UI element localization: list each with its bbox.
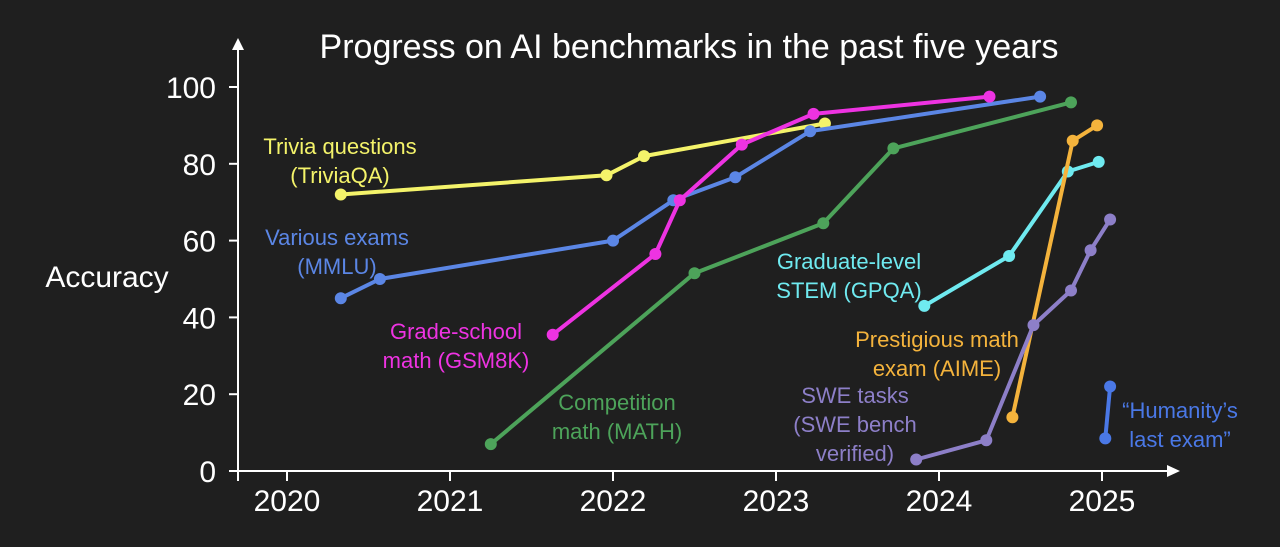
x-tick-label: 2024 <box>906 485 973 518</box>
series-label-line: (MMLU) <box>297 254 376 279</box>
data-point-aime <box>1091 119 1104 132</box>
data-point-hle <box>1099 432 1112 445</box>
series-gsm8k <box>546 90 996 341</box>
series-label-line: Prestigious math <box>855 327 1019 352</box>
series-label-line: last exam” <box>1129 427 1230 452</box>
series-line-gpqa <box>922 159 1101 308</box>
x-axis-arrow-icon <box>1167 465 1180 477</box>
data-point-gpqa <box>1092 155 1105 168</box>
data-point-triviaqa <box>638 150 650 163</box>
data-point-aime <box>1066 134 1079 147</box>
series-line-gsm8k <box>550 94 992 337</box>
data-point-aime <box>1006 411 1019 424</box>
series-label-line: STEM (GPQA) <box>776 278 921 303</box>
series-swe <box>910 213 1117 466</box>
y-tick-label: 20 <box>183 379 216 412</box>
series-label-triviaqa: Trivia questions (TriviaQA) <box>263 134 416 188</box>
data-point-swe <box>910 453 923 466</box>
series-label-line: Trivia questions <box>263 134 416 159</box>
series-label-line: exam (AIME) <box>873 356 1001 381</box>
data-point-mmlu <box>373 273 386 285</box>
series-label-line: (TriviaQA) <box>290 163 389 188</box>
axes: 0 20 40 60 80 100 2020 2021 2022 2023 2024 2025 <box>166 38 1180 518</box>
data-point-gpqa <box>918 299 931 312</box>
y-axis-arrow-icon <box>232 38 244 50</box>
data-point-math <box>484 438 497 451</box>
series-triviaqa <box>334 117 831 201</box>
series-hle <box>1099 380 1117 445</box>
data-point-gsm8k <box>807 107 820 120</box>
series-line-swe <box>914 217 1113 462</box>
data-point-swe <box>980 434 993 447</box>
data-point-math <box>1065 96 1077 109</box>
data-point-mmlu <box>1034 90 1047 103</box>
series-line-triviaqa <box>338 121 827 197</box>
chart-title: Progress on AI benchmarks in the past fi… <box>320 28 1059 66</box>
data-point-swe <box>1065 284 1077 297</box>
series-label-line: “Humanity’s <box>1122 398 1238 423</box>
series-label-line: verified) <box>816 441 894 466</box>
series-label-line: SWE tasks <box>801 383 909 408</box>
data-point-gpqa <box>1003 250 1016 262</box>
data-point-swe <box>1084 244 1097 257</box>
x-tick-label: 2025 <box>1069 485 1136 518</box>
series-label-mmlu: Various exams (MMLU) <box>265 225 409 279</box>
data-point-gsm8k <box>546 328 559 341</box>
series-label-line: Various exams <box>265 225 409 250</box>
series-label-line: math (GSM8K) <box>383 348 530 373</box>
series-label-aime: Prestigious math exam (AIME) <box>855 327 1019 381</box>
series-label-hle: “Humanity’s last exam” <box>1122 398 1238 452</box>
series-gpqa <box>918 155 1105 312</box>
y-tick-label: 100 <box>166 72 216 105</box>
series-line-aime <box>1010 123 1100 420</box>
series-label-swe: SWE tasks (SWE bench verified) <box>793 383 917 466</box>
data-point-mmlu <box>334 292 347 305</box>
series-label-gpqa: Graduate-level STEM (GPQA) <box>776 249 921 303</box>
data-point-mmlu <box>804 125 817 138</box>
x-tick-label: 2022 <box>580 485 647 518</box>
data-point-mmlu <box>607 234 619 247</box>
data-point-math <box>688 267 701 280</box>
data-point-swe <box>1027 319 1040 332</box>
series-label-line: math (MATH) <box>552 419 682 444</box>
series-label-gsm8k: Grade-school math (GSM8K) <box>383 319 530 373</box>
data-point-gsm8k <box>735 138 748 151</box>
data-point-gsm8k <box>649 248 662 260</box>
series-label-line: Grade-school <box>390 319 522 344</box>
series-label-line: Graduate-level <box>777 249 921 274</box>
series-label-line: (SWE bench <box>793 412 917 437</box>
y-tick-label: 40 <box>183 302 216 335</box>
data-point-triviaqa <box>334 188 347 201</box>
data-point-mmlu <box>729 171 742 184</box>
y-tick-label: 0 <box>199 456 216 489</box>
data-point-gsm8k <box>673 194 686 207</box>
data-point-swe <box>1104 213 1117 226</box>
data-point-math <box>887 142 900 155</box>
data-point-triviaqa <box>600 169 613 182</box>
data-point-triviaqa <box>818 117 831 130</box>
series-layer <box>334 90 1117 466</box>
data-point-gsm8k <box>983 90 996 103</box>
series-labels: Trivia questions (TriviaQA) Various exams (… <box>263 134 1238 466</box>
data-point-math <box>817 217 830 230</box>
x-tick-label: 2021 <box>417 485 484 518</box>
x-tick-label: 2023 <box>743 485 810 518</box>
data-point-hle <box>1104 380 1117 393</box>
series-line-mmlu <box>338 94 1043 301</box>
series-math <box>484 96 1077 451</box>
y-tick-label: 60 <box>183 226 216 259</box>
y-axis-label: Accuracy <box>45 261 168 294</box>
series-line-hle <box>1103 384 1113 441</box>
series-label-math: Competition math (MATH) <box>552 390 682 444</box>
y-tick-label: 80 <box>183 149 216 182</box>
series-label-line: Competition <box>558 390 675 415</box>
x-tick-label: 2020 <box>254 485 321 518</box>
